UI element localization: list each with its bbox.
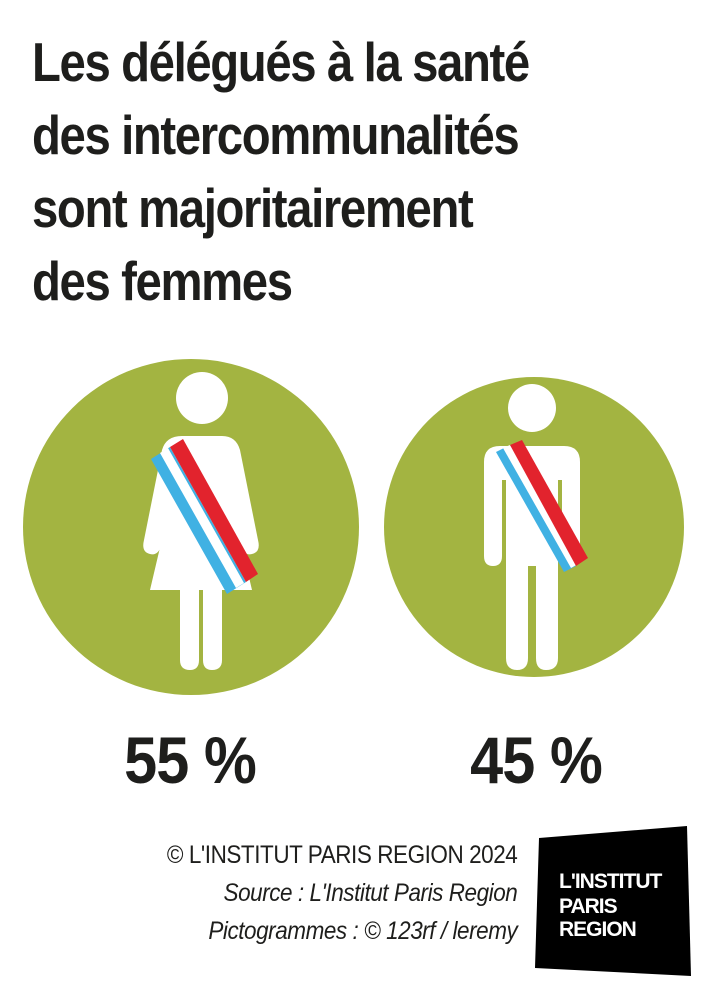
logo-text-line-3: REGION <box>559 918 636 941</box>
women-group <box>23 359 359 695</box>
source-text: Source : L'Institut Paris Region <box>223 879 517 907</box>
woman-with-sash-icon <box>143 372 259 670</box>
credits: © L'INSTITUT PARIS REGION 2024 Source : … <box>166 836 518 950</box>
men-group <box>384 377 684 677</box>
pictograms-credit-text: Pictogrammes : © 123rf / leremy <box>208 917 517 945</box>
title-line-3: sont majoritairement <box>32 177 474 239</box>
copyright-text: © L'INSTITUT PARIS REGION 2024 <box>166 841 518 869</box>
value-label-women: 55 % <box>124 723 257 797</box>
value-label-men: 45 % <box>470 723 603 797</box>
pictogram-chart <box>23 359 684 695</box>
title-line-2: des intercommunalités <box>32 104 520 166</box>
institut-paris-region-logo: L'INSTITUT PARIS REGION <box>535 826 691 976</box>
logo-text-line-1: L'INSTITUT <box>559 870 662 893</box>
title-line-4: des femmes <box>32 250 293 312</box>
man-with-sash-icon <box>484 384 588 670</box>
logo-text-line-2: PARIS <box>559 895 618 918</box>
title-line-1: Les délégués à la santé <box>32 31 530 93</box>
page-title: Les délégués à la santé des intercommuna… <box>32 26 617 318</box>
